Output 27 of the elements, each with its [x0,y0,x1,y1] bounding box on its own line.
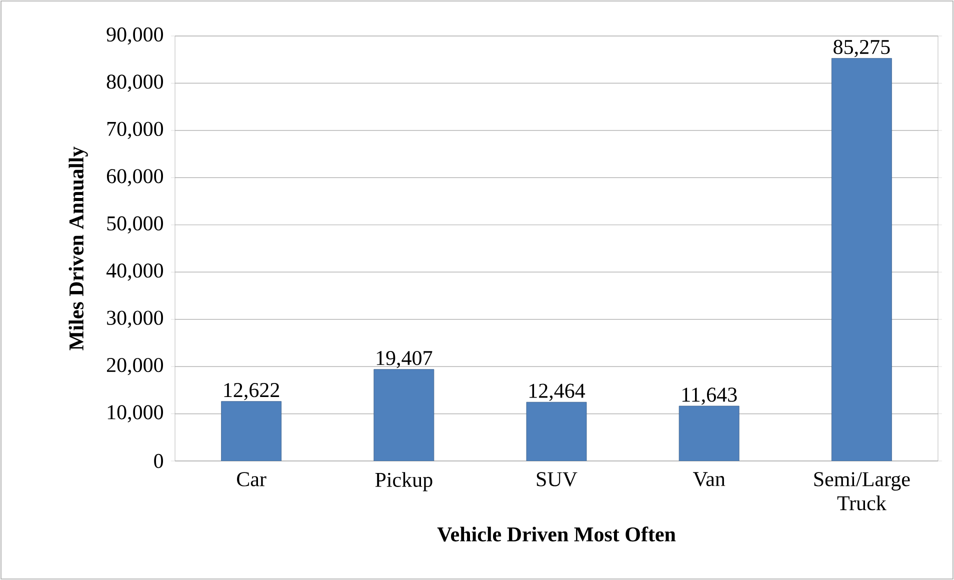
bar [678,406,740,461]
bar [221,401,282,461]
x-axis-title: Vehicle Driven Most Often [437,526,676,542]
data-label: 12,464 [529,384,586,401]
data-label: 12,622 [224,383,280,400]
x-tick-label: SUV [536,472,578,486]
y-tick-label: 0 [154,454,164,468]
y-tick-label: 60,000 [106,169,164,186]
x-tick-label: Semi/Large Truck [814,472,910,510]
y-tick-label: 90,000 [106,27,164,45]
y-axis-title: Miles Driven Annually [68,146,88,350]
y-tick-label: 40,000 [106,264,164,281]
y-tick-label: 20,000 [106,358,164,376]
y-tick-label: 30,000 [107,310,164,328]
y-tick-label: 80,000 [106,74,164,92]
bar [831,58,892,461]
data-label: 11,643 [682,388,737,405]
y-tick-label: 50,000 [107,216,164,234]
x-tick-label: Pickup [375,472,432,492]
bar [374,369,434,461]
x-tick-label: Van [693,472,726,486]
y-tick-label: 10,000 [108,405,164,422]
x-tick-label: Car [237,472,266,486]
data-label: 19,407 [376,350,432,368]
data-label: 85,275 [834,40,890,58]
y-tick-label: 70,000 [107,122,164,140]
bar [526,402,587,461]
